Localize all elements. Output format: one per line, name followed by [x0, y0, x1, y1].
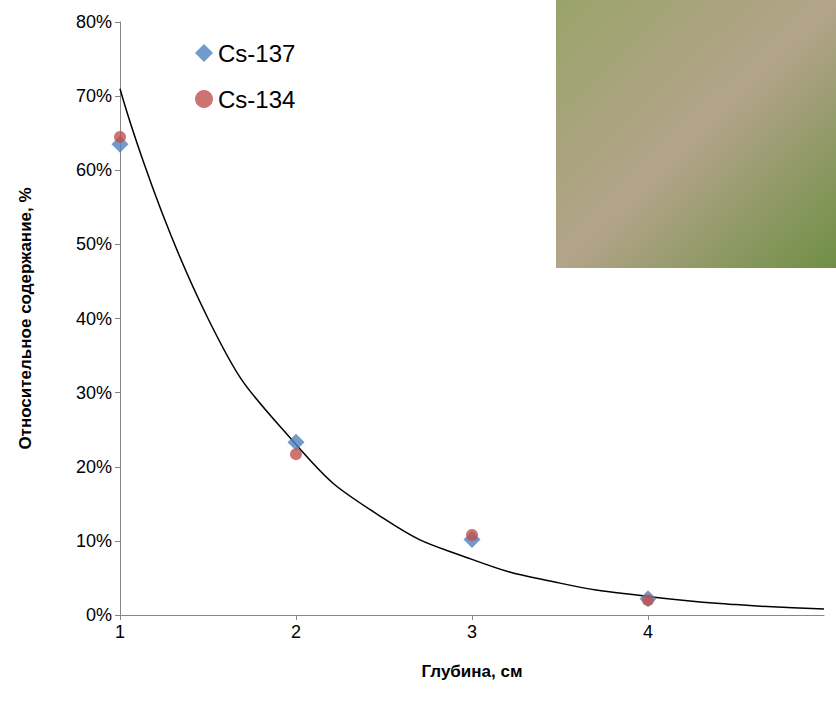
svg-text:1: 1 [115, 622, 125, 642]
svg-text:Относительное содержание, %: Относительное содержание, % [16, 187, 35, 449]
svg-text:30%: 30% [76, 383, 112, 403]
svg-text:2: 2 [291, 622, 301, 642]
svg-text:4: 4 [643, 622, 653, 642]
svg-text:Cs-137: Cs-137 [218, 40, 295, 67]
svg-text:40%: 40% [76, 309, 112, 329]
svg-text:Глубина, см: Глубина, см [422, 662, 523, 681]
svg-text:0%: 0% [86, 605, 112, 625]
svg-text:80%: 80% [76, 12, 112, 32]
svg-text:70%: 70% [76, 86, 112, 106]
svg-text:60%: 60% [76, 160, 112, 180]
svg-text:50%: 50% [76, 234, 112, 254]
svg-text:3: 3 [467, 622, 477, 642]
svg-text:20%: 20% [76, 457, 112, 477]
svg-text:Cs-134: Cs-134 [218, 86, 295, 113]
svg-text:10%: 10% [76, 531, 112, 551]
